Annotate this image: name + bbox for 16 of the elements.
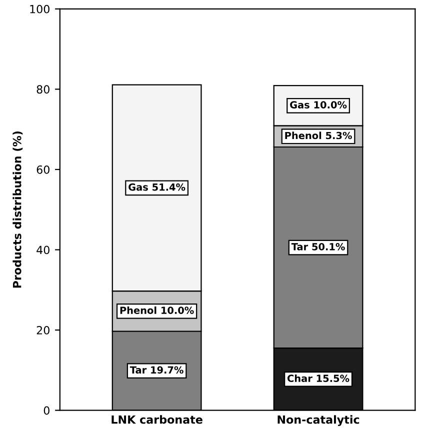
data-label: Gas 51.4% <box>128 183 186 191</box>
y-tick-label: 60 <box>36 165 50 174</box>
data-label: Char 15.5% <box>288 374 350 382</box>
y-tick-label: 80 <box>36 85 50 94</box>
data-label: Gas 10.0% <box>290 101 347 108</box>
y-tick-label: 20 <box>36 326 50 334</box>
y-tick-label: 40 <box>36 246 50 254</box>
x-tick-label: Non-catalytic <box>278 415 360 426</box>
data-label: Phenol 10.0% <box>120 306 194 314</box>
x-tick-label: LNK carbonate <box>112 415 202 424</box>
data-label: Tar 19.7% <box>130 366 184 374</box>
y-tick-label: 100 <box>30 4 50 14</box>
y-axis-title: Products distribution (%) <box>12 131 23 288</box>
data-label: Tar 50.1% <box>291 243 345 250</box>
y-tick-label: 0 <box>44 406 50 415</box>
data-label: Phenol 5.3% <box>285 132 352 140</box>
